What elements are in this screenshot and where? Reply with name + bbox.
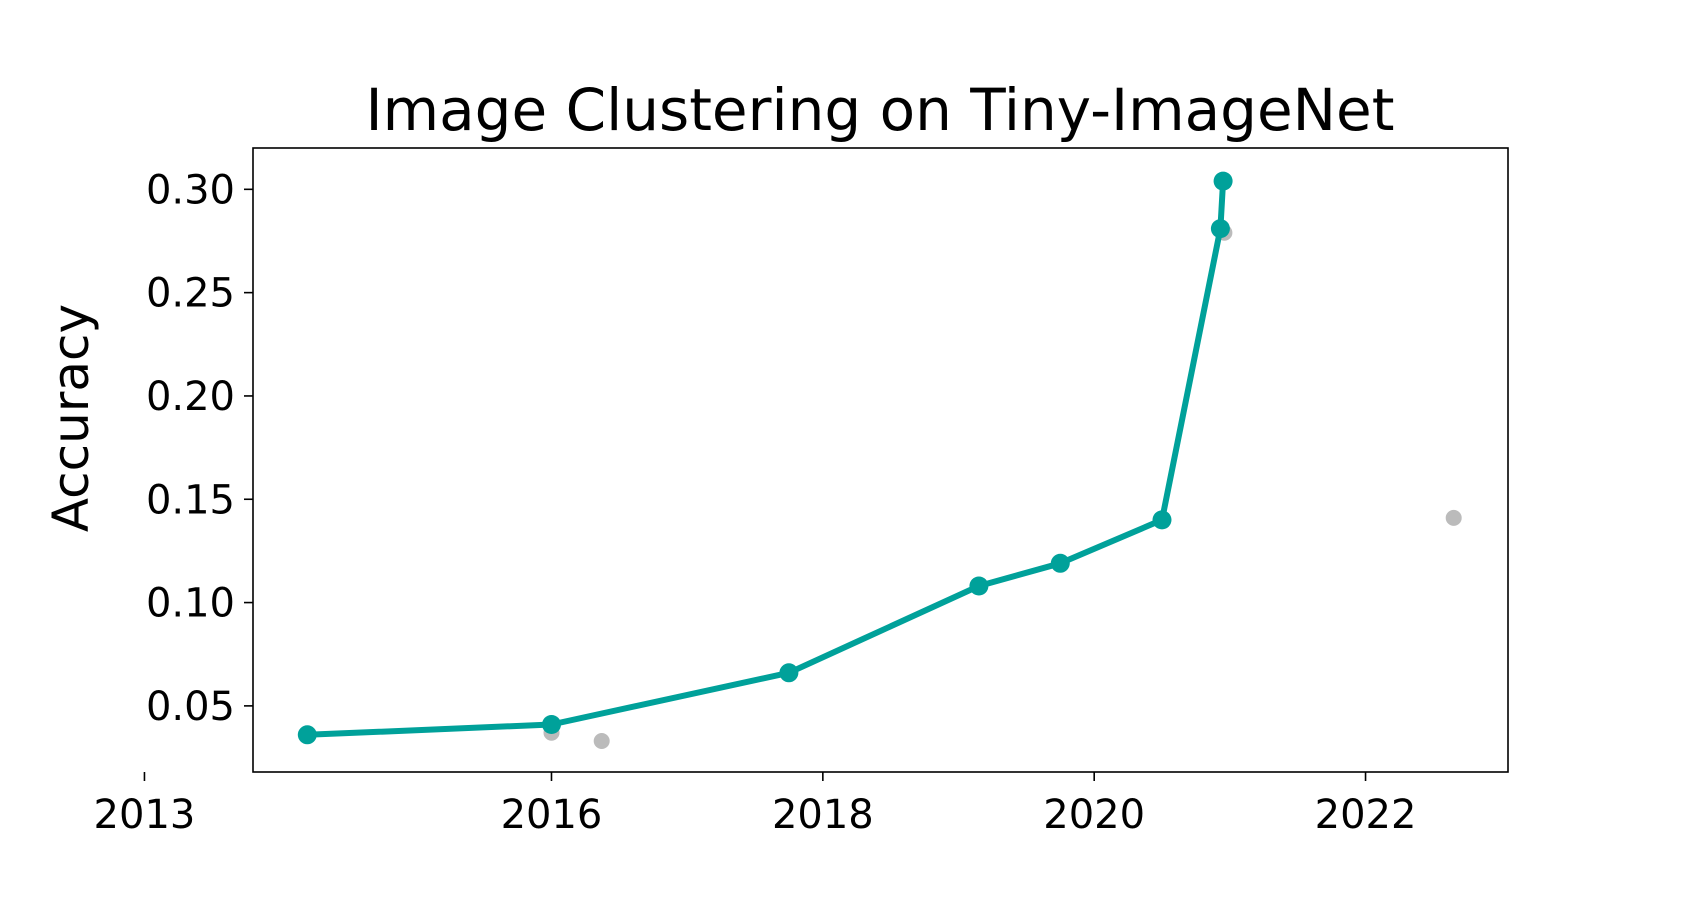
y-tick-label-2: 0.15	[146, 477, 235, 523]
series-layer	[297, 171, 1462, 749]
series-1-point-3	[1445, 509, 1462, 526]
y-tick-label-1: 0.10	[146, 581, 235, 627]
series-0-point-7	[1213, 171, 1233, 191]
x-tick-label-3: 2020	[1043, 792, 1145, 838]
plot-area-frame	[252, 147, 1509, 773]
y-tick-label-0: 0.05	[146, 684, 235, 730]
chart-title: Image Clustering on Tiny-ImageNet	[366, 76, 1395, 144]
series-0-point-1	[542, 715, 561, 734]
axis-ticks: 2013 2016 2018 2020 2022 0.05 0.10 0.15 0.20 0.25…	[94, 167, 1417, 838]
y-axis-label: Accuracy	[42, 304, 100, 532]
y-tick-label-5: 0.30	[146, 167, 235, 213]
x-tick-label-0: 2013	[94, 792, 196, 838]
y-tick-label-4: 0.25	[146, 271, 235, 317]
x-tick-label-1: 2016	[501, 792, 603, 838]
series-1	[543, 224, 1462, 749]
y-tick-label-3: 0.20	[146, 374, 235, 420]
series-0-point-4	[1050, 553, 1070, 573]
x-tick-label-2: 2018	[772, 792, 874, 838]
series-1-point-1	[593, 733, 610, 749]
series-0-point-2	[779, 663, 799, 683]
series-0-point-6	[1210, 219, 1230, 239]
series-0	[297, 171, 1233, 745]
series-0-point-5	[1152, 510, 1172, 530]
series-0-point-3	[969, 576, 989, 596]
x-tick-label-4: 2022	[1315, 792, 1417, 838]
series-0-point-0	[297, 725, 317, 745]
series-0-line	[304, 178, 1227, 738]
